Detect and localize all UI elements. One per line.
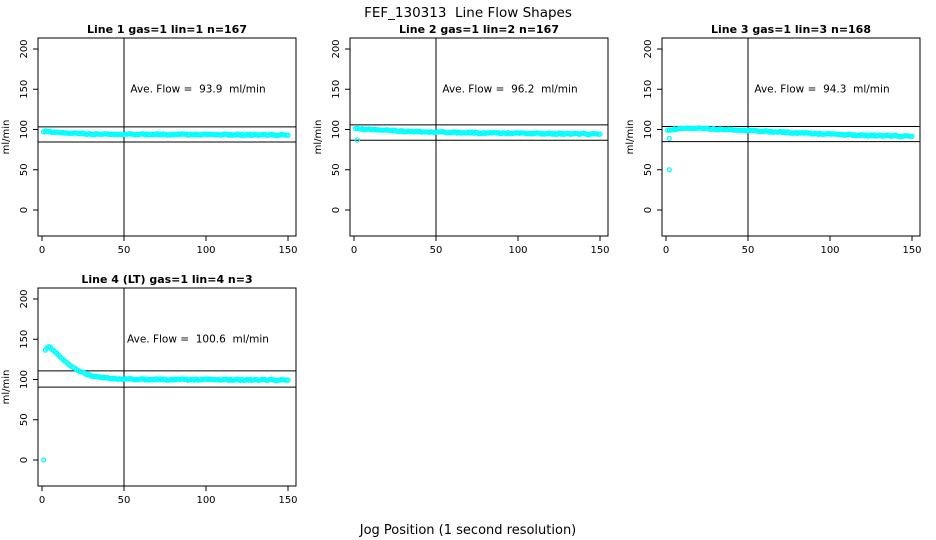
avg-flow-annotation: Ave. Flow = 96.2 ml/min xyxy=(442,83,577,95)
subplot-title: Line 2 gas=1 lin=2 n=167 xyxy=(399,24,559,36)
y-tick-label: 50 xyxy=(19,163,30,176)
subplot-line-3: 0 50 100 150 0 50 100 150 200 ml/min Line 3 gas=1 … xyxy=(624,24,936,274)
x-tick-label: 50 xyxy=(118,245,131,256)
y-tick-label: 0 xyxy=(643,207,654,213)
axis-box xyxy=(37,37,297,237)
x-tick-label: 100 xyxy=(820,245,839,256)
axis-box xyxy=(661,37,921,237)
figure-xlabel: Jog Position (1 second resolution) xyxy=(359,523,577,538)
y-tick-label: 50 xyxy=(19,413,30,426)
y-tick-label: 200 xyxy=(19,289,30,308)
data-point xyxy=(666,135,672,142)
y-tick-label: 150 xyxy=(19,80,30,99)
y-tick-label: 50 xyxy=(643,163,654,176)
x-tick-label: 150 xyxy=(902,245,921,256)
x-tick-label: 150 xyxy=(590,245,609,256)
figure-title: FEF_130313 Line Flow Shapes xyxy=(364,5,572,21)
x-tick-label: 100 xyxy=(508,245,527,256)
x-tick-label: 100 xyxy=(196,245,215,256)
x-tick-label: 150 xyxy=(278,245,297,256)
subplot-canvas-line-2: 0 50 100 150 0 50 100 150 200 ml/min Line 2 gas=1 … xyxy=(313,24,610,256)
subplot-line-4: 0 50 100 150 0 50 100 150 200 ml/min Line 4 (LT) g… xyxy=(0,274,312,524)
x-tick-label: 50 xyxy=(118,495,131,506)
x-tick-label: 0 xyxy=(351,245,357,256)
y-tick-label: 100 xyxy=(331,120,342,139)
data-point xyxy=(597,131,603,137)
empty-cell xyxy=(624,274,936,524)
x-tick-label: 0 xyxy=(39,495,45,506)
y-tick-label: 150 xyxy=(19,330,30,349)
y-axis-label: ml/min xyxy=(313,120,324,155)
y-tick-label: 100 xyxy=(19,370,30,389)
y-tick-label: 200 xyxy=(643,39,654,58)
data-point xyxy=(666,167,672,173)
avg-flow-annotation: Ave. Flow = 94.3 ml/min xyxy=(754,83,889,95)
subplot-canvas-line-4: 0 50 100 150 0 50 100 150 200 ml/min Line 4 (LT) g… xyxy=(1,274,298,506)
subplot-canvas-line-1: 0 50 100 150 0 50 100 150 200 ml/min Line 1 gas=1 … xyxy=(1,24,298,256)
empty-cell xyxy=(312,274,624,524)
y-tick-label: 150 xyxy=(643,80,654,99)
subplot-line-2: 0 50 100 150 0 50 100 150 200 ml/min Line 2 gas=1 … xyxy=(312,24,624,274)
subplot-line-1: 0 50 100 150 0 50 100 150 200 ml/min Line 1 gas=1 … xyxy=(0,24,312,274)
x-tick-label: 150 xyxy=(278,495,297,506)
y-axis-label: ml/min xyxy=(1,120,12,155)
data-point xyxy=(285,377,291,383)
axis-box xyxy=(349,37,609,237)
plot-grid: 0 50 100 150 0 50 100 150 200 ml/min Line 1 gas=1 … xyxy=(0,24,936,524)
avg-flow-annotation: Ave. Flow = 100.6 ml/min xyxy=(127,333,269,345)
x-tick-label: 100 xyxy=(196,495,215,506)
y-tick-label: 0 xyxy=(331,207,342,213)
x-tick-label: 50 xyxy=(742,245,755,256)
data-point xyxy=(354,137,360,143)
y-tick-label: 0 xyxy=(19,207,30,213)
data-point xyxy=(285,132,291,138)
x-tick-label: 0 xyxy=(663,245,669,256)
x-tick-label: 0 xyxy=(39,245,45,256)
subplot-canvas-line-3: 0 50 100 150 0 50 100 150 200 ml/min Line 3 gas=1 … xyxy=(625,24,922,256)
y-tick-label: 100 xyxy=(19,120,30,139)
x-tick-label: 50 xyxy=(430,245,443,256)
y-tick-label: 100 xyxy=(643,120,654,139)
y-axis-label: ml/min xyxy=(625,120,636,155)
data-point xyxy=(40,457,47,463)
y-tick-label: 50 xyxy=(331,163,342,176)
y-tick-label: 0 xyxy=(19,457,30,463)
data-point xyxy=(909,133,915,139)
avg-flow-annotation: Ave. Flow = 93.9 ml/min xyxy=(130,83,265,95)
y-axis-label: ml/min xyxy=(1,370,12,405)
subplot-title: Line 3 gas=1 lin=3 n=168 xyxy=(711,24,871,36)
subplot-title: Line 4 (LT) gas=1 lin=4 n=3 xyxy=(81,274,252,286)
subplot-title: Line 1 gas=1 lin=1 n=167 xyxy=(87,24,247,36)
y-tick-label: 200 xyxy=(19,39,30,58)
y-tick-label: 150 xyxy=(331,80,342,99)
y-tick-label: 200 xyxy=(331,39,342,58)
